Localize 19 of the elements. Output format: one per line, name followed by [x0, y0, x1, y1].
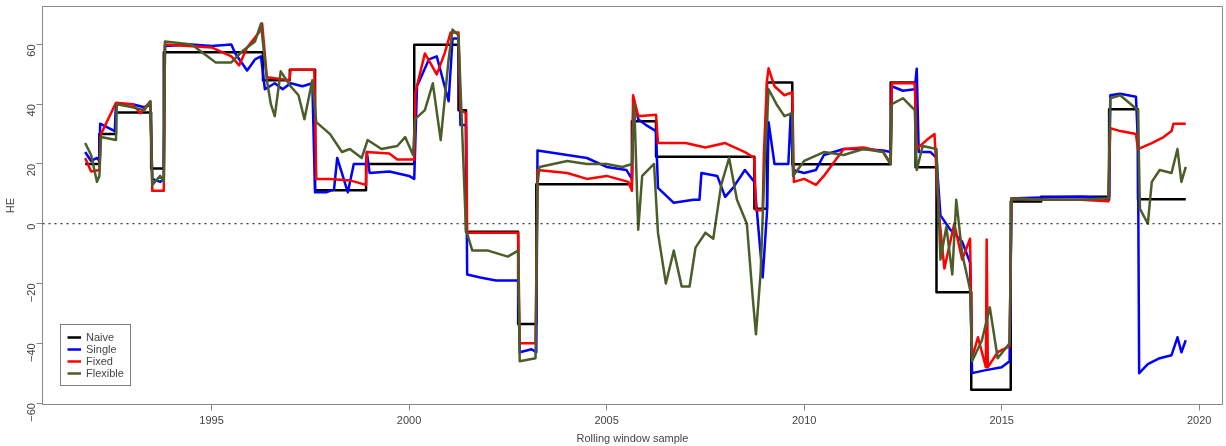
y-tick-label: 0 [25, 223, 38, 230]
x-tick-label: 2015 [989, 413, 1014, 426]
x-tick-label: 1995 [199, 413, 224, 426]
y-tick-label: −20 [25, 283, 38, 303]
y-tick-label: 60 [25, 44, 38, 57]
x-axis-title: Rolling window sample [576, 431, 689, 444]
y-axis-title: HE [3, 197, 16, 214]
legend-label: Single [86, 343, 117, 355]
y-tick-label: −40 [25, 343, 38, 362]
x-tick-label: 2005 [594, 413, 619, 426]
y-tick-label: −60 [25, 402, 38, 422]
legend-label: Naive [86, 331, 115, 343]
legend-label: Flexible [86, 367, 124, 379]
legend-label: Fixed [86, 355, 113, 367]
x-tick-label: 2020 [1186, 413, 1212, 426]
y-tick-label: 20 [25, 163, 38, 177]
x-tick-label: 2000 [396, 413, 422, 426]
x-tick-label: 2010 [791, 413, 817, 426]
y-tick-label: 40 [25, 104, 38, 117]
